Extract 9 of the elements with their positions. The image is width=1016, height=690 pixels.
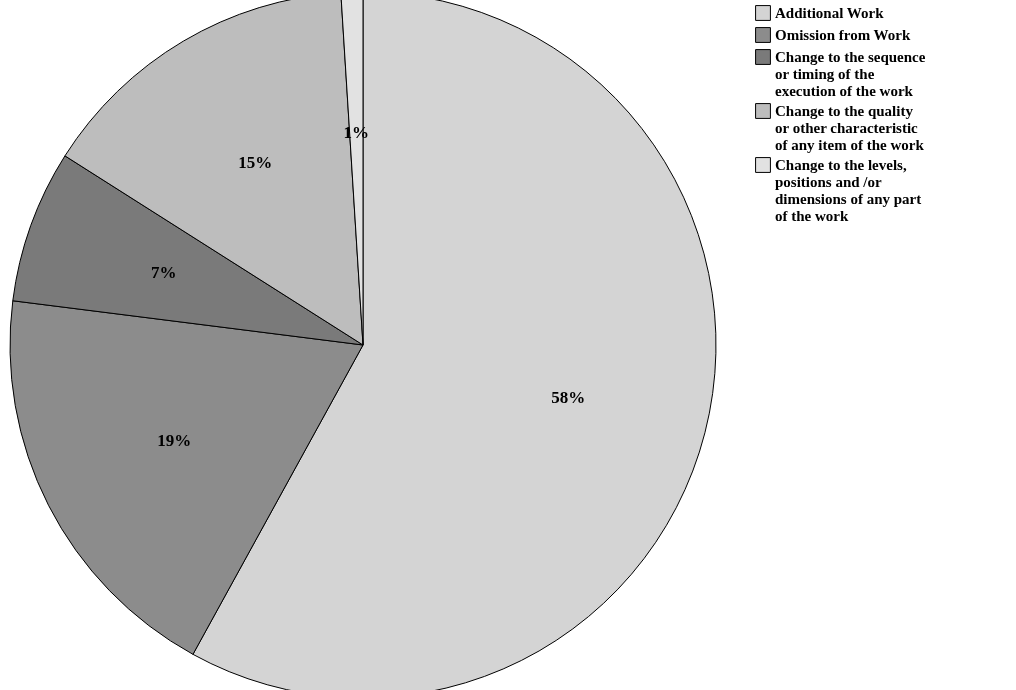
legend-label: Change to the levels, positions and /or dimensions of any part of the work (775, 157, 922, 224)
data-label: 58% (551, 387, 586, 407)
legend-label: Change to the quality or other characteristic of any item of the work (775, 103, 925, 153)
data-label: 7% (150, 263, 177, 283)
legend-label: Change to the sequence or timing of the execution of the work (775, 49, 926, 99)
data-label: 15% (238, 152, 273, 172)
legend-label: Omission from Work (775, 27, 911, 43)
data-label: 19% (157, 431, 192, 451)
legend-label: Additional Work (775, 5, 885, 21)
